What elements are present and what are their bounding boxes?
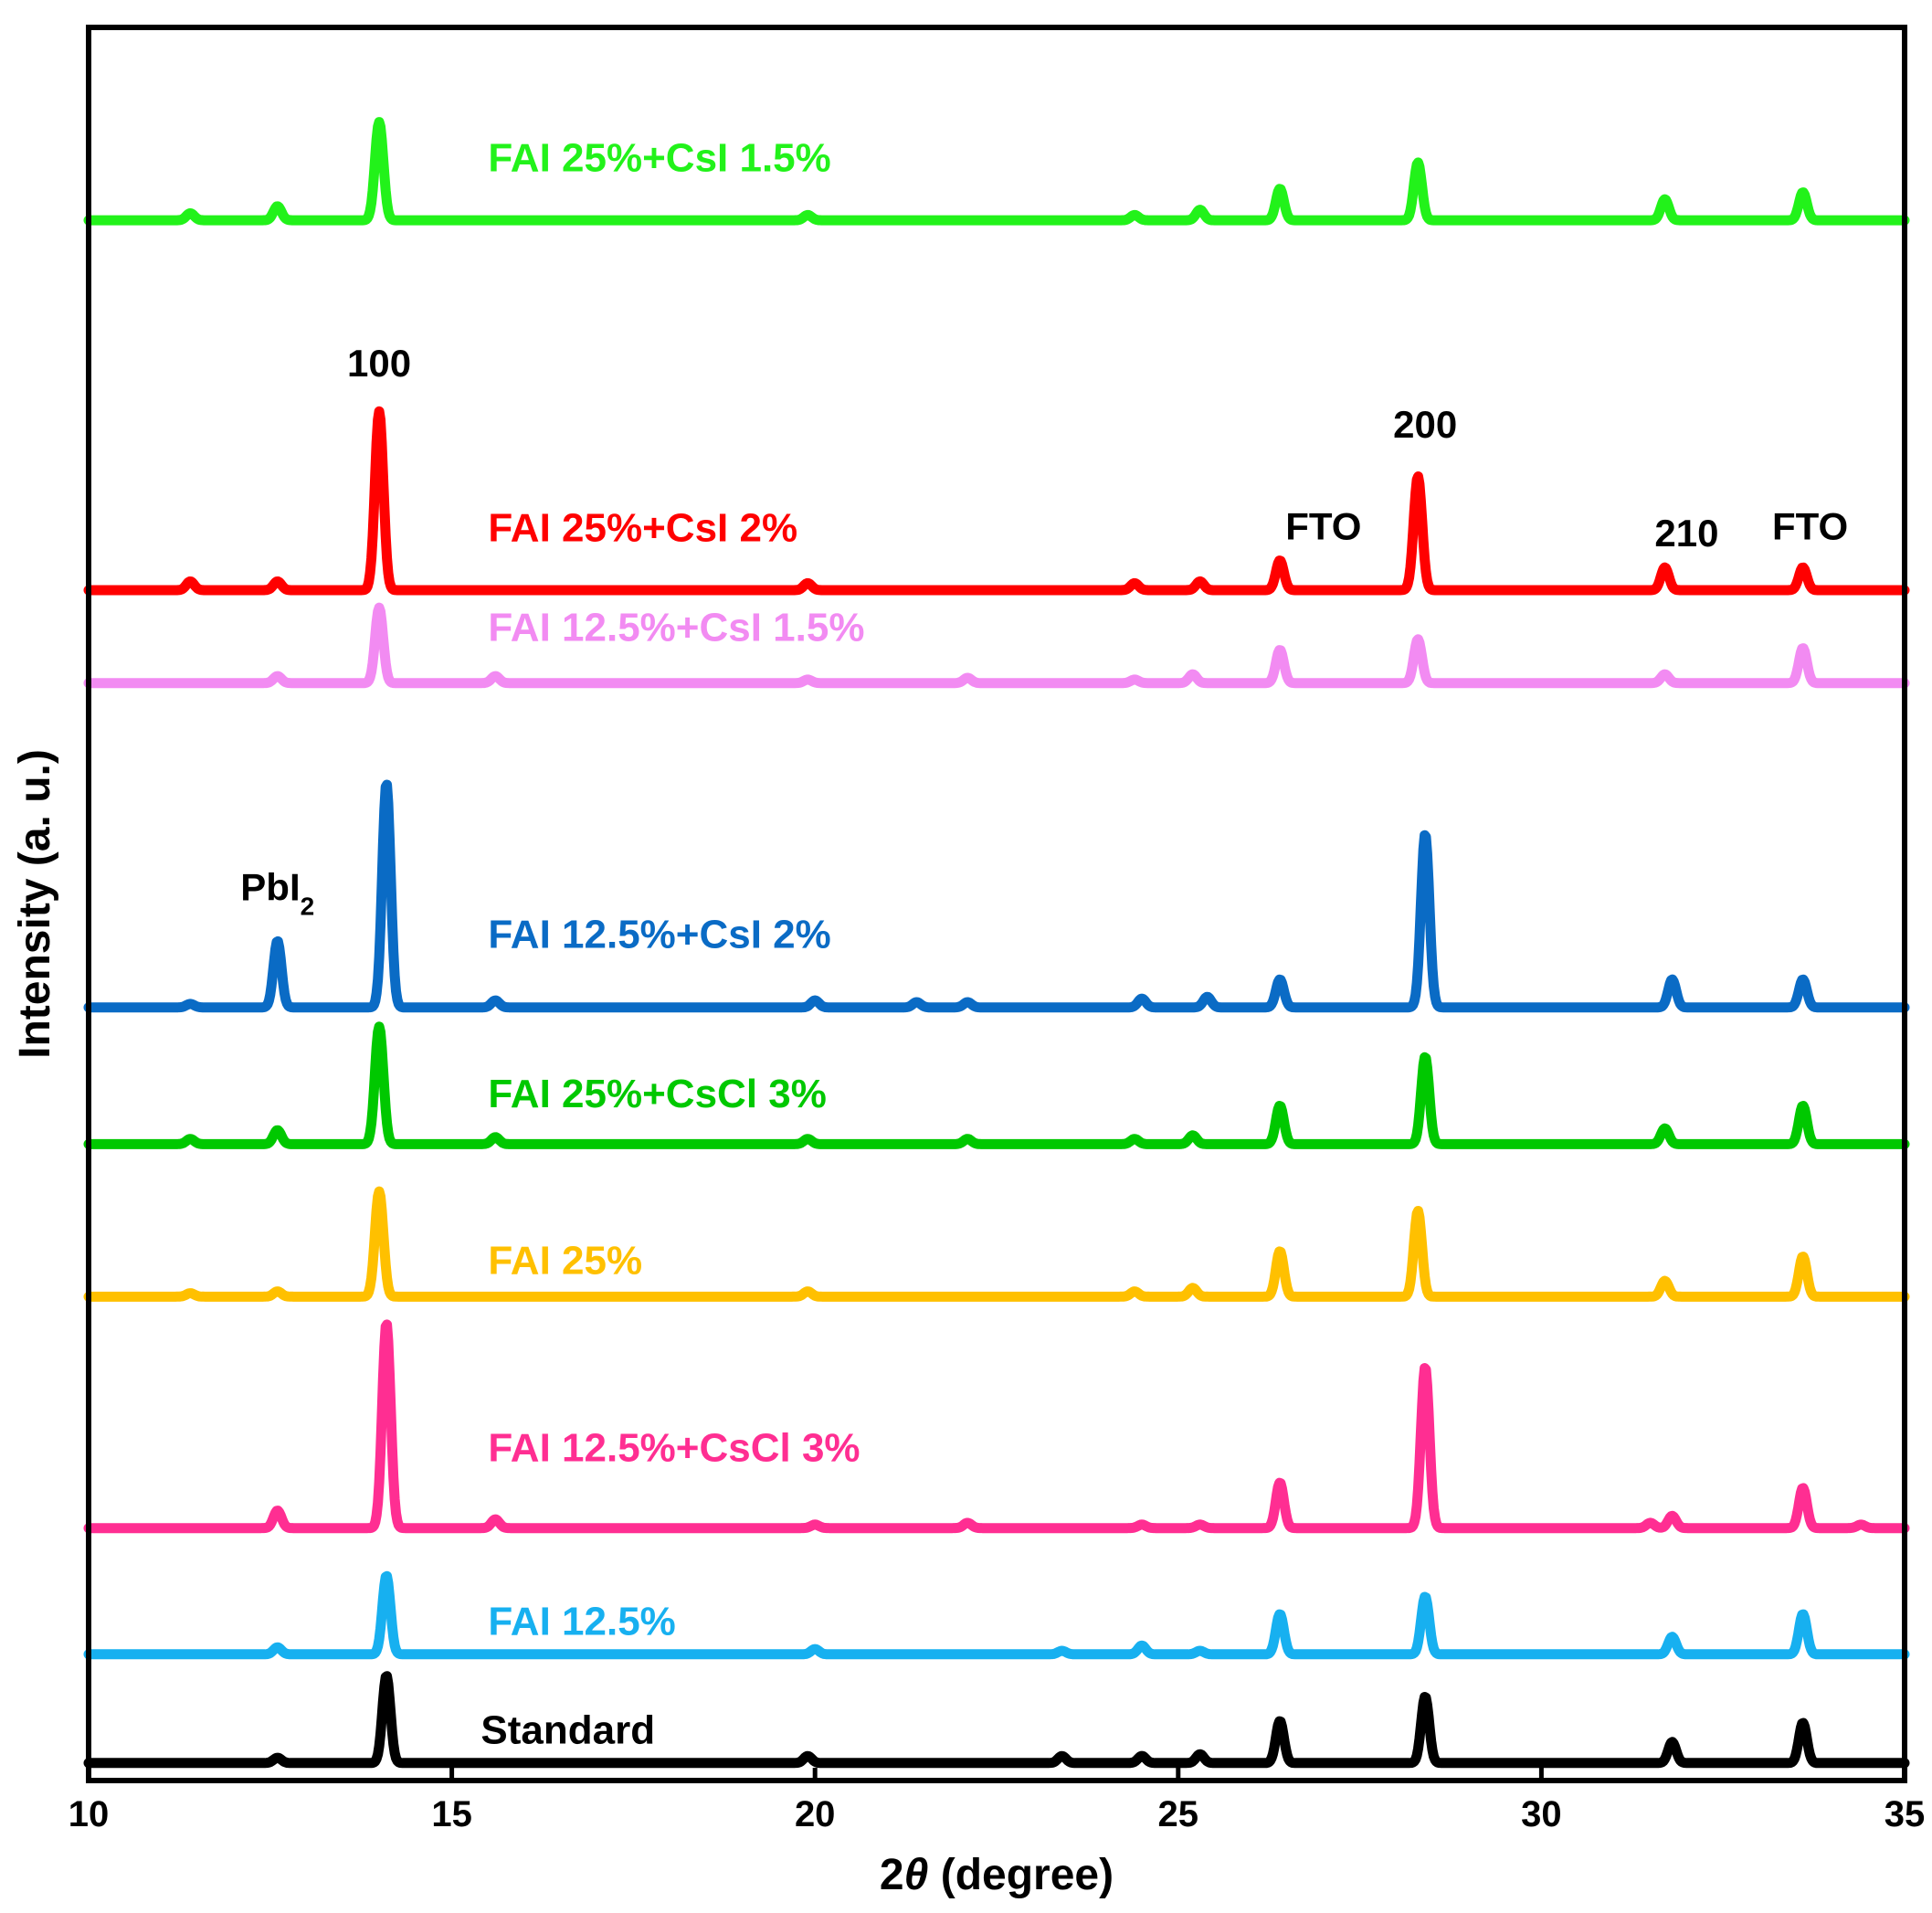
series-line-fai-25-csi-2 xyxy=(83,406,1910,596)
series-label: Standard xyxy=(480,1708,655,1753)
peak-annotation: FTO xyxy=(1285,504,1361,547)
peak-annotation: PbI2 xyxy=(240,866,314,921)
series-line-fai-25-cscl-3 xyxy=(83,1021,1910,1149)
series-label: FAI 25% xyxy=(488,1238,642,1283)
x-tick-label: 20 xyxy=(795,1794,836,1834)
series-label: FAI 12.5% xyxy=(488,1600,675,1644)
x-axis-title: 2θ (degree) xyxy=(880,1851,1114,1899)
series-label: FAI 25%+CsCl 3% xyxy=(488,1072,827,1116)
peak-annotation: 100 xyxy=(347,342,411,385)
series-label: FAI 12.5%+CsI 2% xyxy=(488,912,830,956)
series-line-fai-12-5-cscl-3 xyxy=(83,1319,1910,1534)
series-label: FAI 12.5%+CsCl 3% xyxy=(488,1426,860,1471)
series-label: FAI 25%+CsI 2% xyxy=(488,505,797,550)
x-tick-label: 35 xyxy=(1884,1794,1926,1834)
series-line-fai-12-5-csi-2 xyxy=(83,779,1910,1013)
series-line-fai-25-csi-1-5 xyxy=(83,117,1910,226)
peak-annotation: 200 xyxy=(1393,403,1457,446)
series-label: FAI 12.5%+CsI 1.5% xyxy=(488,606,864,650)
x-tick-label: 25 xyxy=(1158,1794,1199,1834)
series-line-fai-12-5 xyxy=(83,1570,1910,1660)
peak-annotation: 210 xyxy=(1654,512,1718,555)
peak-annotation: FTO xyxy=(1772,504,1848,547)
series-line-fai-25 xyxy=(83,1186,1910,1302)
x-tick-label: 15 xyxy=(431,1794,472,1834)
series-line-fai-12-5-csi-1-5 xyxy=(83,602,1910,689)
series-label: FAI 25%+CsI 1.5% xyxy=(488,135,830,180)
series-line-standard xyxy=(83,1671,1910,1769)
y-axis-title: Intensity (a. u.) xyxy=(11,749,59,1059)
x-tick-label: 30 xyxy=(1521,1794,1562,1834)
x-tick-label: 10 xyxy=(69,1794,110,1834)
plot-frame xyxy=(86,25,1907,1783)
